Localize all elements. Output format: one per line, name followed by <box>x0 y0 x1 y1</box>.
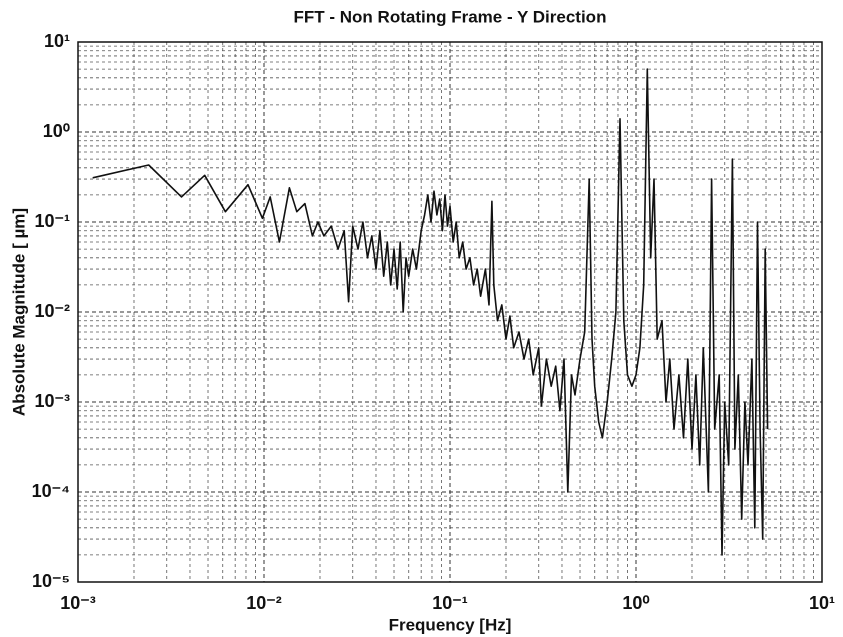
y-tick-label: 10⁰ <box>43 121 70 141</box>
data-line <box>92 68 769 556</box>
x-tick-label: 10⁻¹ <box>432 593 468 613</box>
y-tick-label: 10⁻⁴ <box>32 481 70 501</box>
chart-title: FFT - Non Rotating Frame - Y Direction <box>294 7 607 26</box>
x-tick-label: 10¹ <box>809 593 835 613</box>
y-tick-label: 10⁻² <box>34 301 70 321</box>
y-tick-label: 10¹ <box>44 31 70 51</box>
plot-frame <box>77 41 823 583</box>
x-tick-label: 10⁰ <box>622 593 649 613</box>
x-axis-label: Frequency [Hz] <box>389 615 512 634</box>
x-tick-label: 10⁻² <box>246 593 282 613</box>
y-tick-label: 10⁻¹ <box>34 211 70 231</box>
y-axis-label: Absolute Magnitude [ µm] <box>9 208 28 416</box>
y-tick-label: 10⁻³ <box>34 391 70 411</box>
y-tick-label: 10⁻⁵ <box>32 571 70 591</box>
x-tick-label: 10⁻³ <box>60 593 96 613</box>
